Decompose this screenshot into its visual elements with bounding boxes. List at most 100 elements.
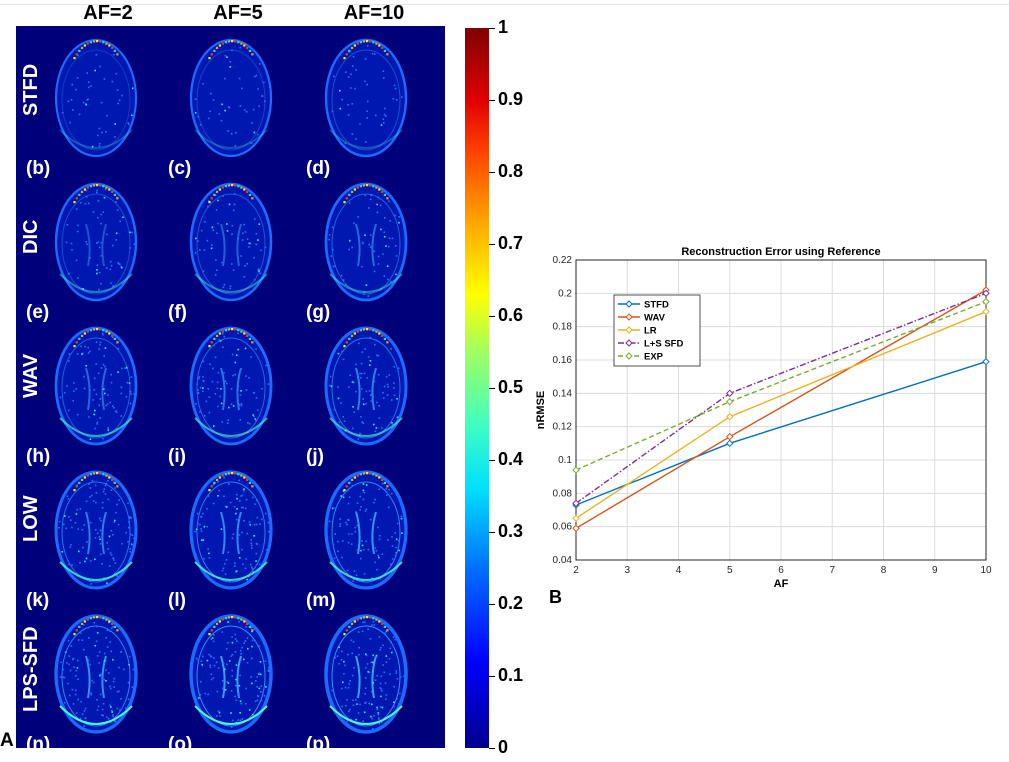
- legend-marker: [625, 313, 633, 321]
- legend-label: WAV: [644, 313, 666, 324]
- colorbar-tick: [489, 244, 495, 245]
- x-tick-label: 8: [881, 565, 887, 576]
- data-point-marker: [726, 432, 734, 441]
- column-header-af10: AF=10: [343, 2, 405, 24]
- colorbar-tick: [489, 172, 495, 173]
- subfigure-label: (e): [26, 302, 50, 323]
- y-axis-label: nRMSE: [535, 391, 547, 430]
- x-tick-label: 4: [676, 565, 682, 576]
- legend-marker: [625, 339, 633, 347]
- subfigure-label: (d): [306, 158, 331, 179]
- error-map-grid: STFD (b) (c) (d) DIC (e) (f) (g) WAV (h) (i) (j) LOW…: [16, 26, 445, 748]
- colorbar-tick: [489, 748, 495, 749]
- top-border-line: [0, 4, 1009, 5]
- subfigure-label: (f): [168, 302, 187, 323]
- row-label-stfd: STFD: [20, 63, 42, 116]
- subfigure-label: (o): [168, 734, 193, 748]
- row-label-dic: DIC: [20, 219, 42, 254]
- panel-a-label: A: [0, 730, 14, 751]
- colorbar-tick: [489, 100, 495, 101]
- brain-error-map: [54, 326, 138, 446]
- brain-error-map: [189, 470, 273, 590]
- data-point-marker: [726, 397, 734, 406]
- brain-error-map: [189, 182, 273, 302]
- brain-error-map: [324, 182, 408, 302]
- x-axis-label: AF: [774, 578, 789, 590]
- legend-marker: [625, 300, 633, 308]
- subfigure-label: (g): [306, 302, 331, 323]
- legend-label: L+S SFD: [644, 339, 683, 350]
- colorbar: [465, 28, 489, 748]
- colorbar-tick-label: 0.3: [498, 521, 524, 541]
- plot-frame: [575, 259, 987, 561]
- brain-error-map: [324, 38, 408, 158]
- x-tick-label: 3: [624, 565, 630, 576]
- brain-error-map: [324, 326, 408, 446]
- x-tick-label: 7: [829, 565, 835, 576]
- y-tick-label: 0.14: [553, 388, 573, 399]
- colorbar-tick-label: 0.5: [498, 377, 524, 397]
- brain-error-map: [189, 326, 273, 446]
- subfigure-label: (k): [26, 590, 50, 611]
- colorbar-tick-label: 0.7: [498, 233, 524, 253]
- legend-marker: [625, 326, 633, 334]
- colorbar-tick-label: 0.2: [498, 593, 524, 613]
- brain-error-map: [54, 182, 138, 302]
- colorbar-tick: [489, 460, 495, 461]
- data-point-marker: [726, 389, 734, 398]
- legend-marker: [625, 352, 633, 360]
- row-label-wav: WAV: [20, 353, 42, 398]
- row-label-low: LOW: [20, 494, 42, 542]
- subfigure-label: (n): [26, 734, 51, 748]
- data-point-marker: [572, 466, 580, 474]
- brain-error-map: [189, 38, 273, 158]
- data-point-marker: [982, 307, 990, 316]
- y-tick-label: 0.06: [553, 522, 573, 533]
- nrmse-line-chart: 0.04 0.06 0.08 0.1 0.12 0.14 0.16 0.18 0.2 0.22 2 3…: [535, 246, 992, 590]
- chart-title: Reconstruction Error using Reference: [681, 246, 880, 258]
- subfigure-label: (i): [168, 446, 186, 467]
- column-header-af5: AF=5: [213, 2, 263, 24]
- y-tick-label: 0.16: [553, 355, 573, 366]
- data-point-marker: [572, 499, 580, 508]
- colorbar-tick-label: 0.1: [498, 665, 524, 685]
- brain-error-map: [324, 470, 408, 590]
- brain-error-map: [54, 470, 138, 590]
- data-point-marker: [572, 524, 580, 533]
- y-tick-label: 0.04: [553, 555, 573, 566]
- subfigure-label: (l): [168, 590, 186, 611]
- legend-label: LR: [644, 326, 657, 337]
- brain-error-map: [324, 614, 408, 734]
- column-header-af2: AF=2: [83, 2, 133, 24]
- data-point-marker: [572, 514, 580, 523]
- colorbar-tick-label: 0.6: [498, 305, 524, 325]
- colorbar-tick: [489, 388, 495, 389]
- subfigure-label: (h): [26, 446, 51, 467]
- y-tick-label: 0.18: [553, 322, 573, 333]
- x-tick-label: 2: [573, 565, 579, 576]
- subfigure-label: (b): [26, 158, 51, 179]
- x-tick-label: 5: [727, 565, 733, 576]
- colorbar-tick: [489, 532, 495, 533]
- data-point-marker: [726, 439, 734, 448]
- y-tick-label: 0.1: [558, 455, 572, 466]
- colorbar-tick-label: 0.9: [498, 89, 524, 109]
- subfigure-label: (c): [168, 158, 192, 179]
- legend-label: STFD: [644, 300, 669, 311]
- brain-error-map: [54, 38, 138, 158]
- subfigure-label: (j): [306, 446, 324, 467]
- x-tick-label: 6: [778, 565, 784, 576]
- colorbar-tick-label: 0.4: [498, 449, 524, 469]
- y-tick-label: 0.08: [553, 488, 573, 499]
- colorbar-tick-label: 1: [498, 17, 509, 37]
- colorbar-tick: [489, 316, 495, 317]
- data-point-marker: [982, 289, 990, 298]
- data-point-marker: [982, 297, 990, 306]
- subfigure-label: (p): [306, 734, 331, 748]
- y-tick-label: 0.22: [553, 255, 573, 266]
- y-tick-label: 0.2: [558, 288, 572, 299]
- x-tick-label: 10: [980, 565, 992, 576]
- colorbar-tick: [489, 28, 495, 29]
- data-point-marker: [982, 357, 990, 366]
- x-tick-label: 9: [932, 565, 938, 576]
